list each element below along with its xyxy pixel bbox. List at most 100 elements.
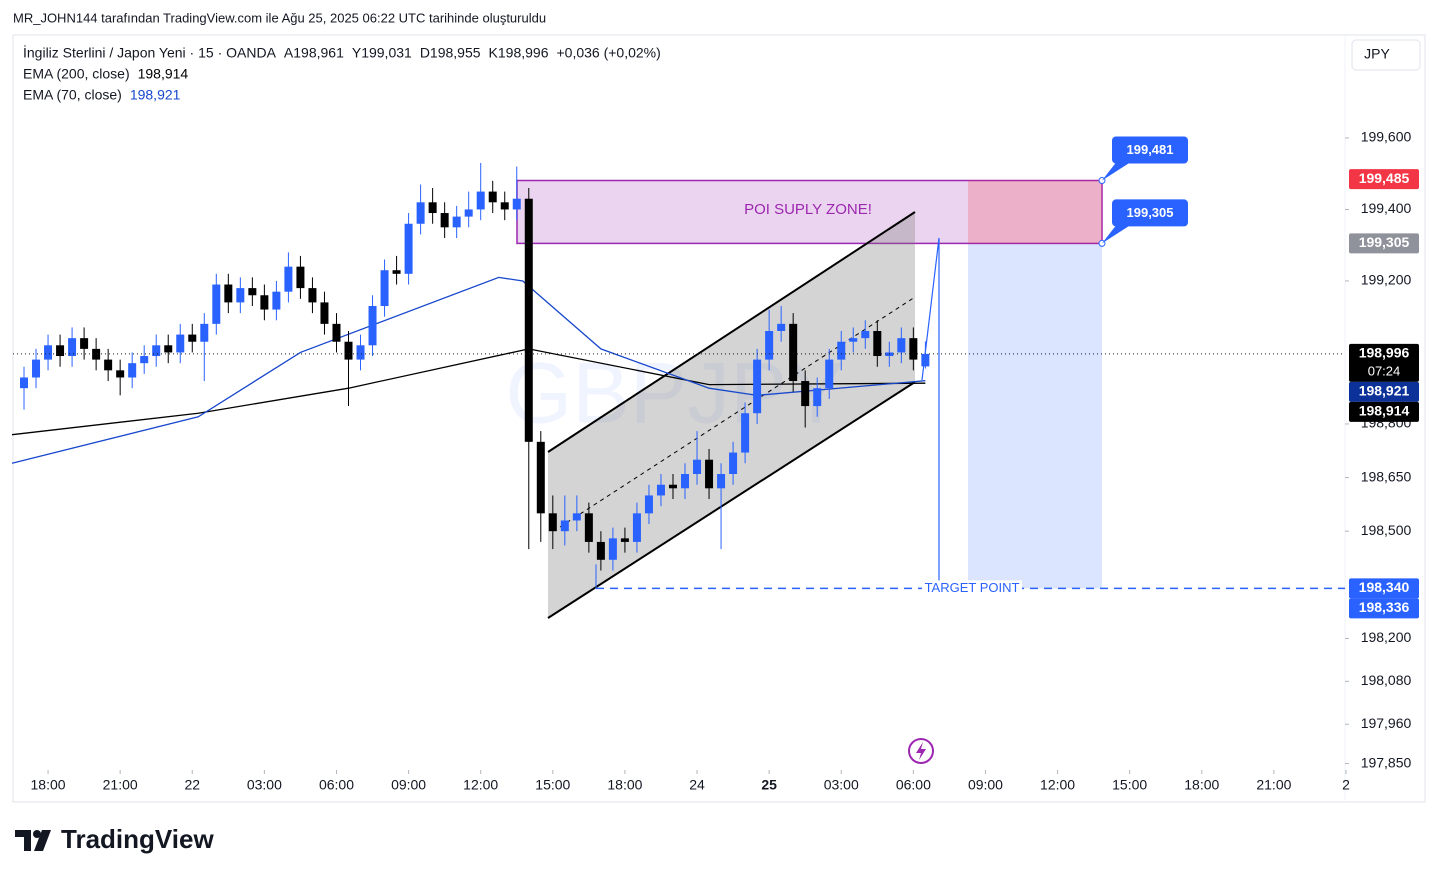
candle-body: [320, 302, 329, 324]
callout-label: 199,305: [1127, 205, 1174, 220]
x-tick-label: 21:00: [1256, 777, 1291, 793]
candle-body: [693, 459, 702, 474]
candle-body: [332, 323, 341, 342]
candle-body: [909, 338, 918, 360]
candle-body: [440, 213, 449, 228]
callout: [1102, 162, 1130, 181]
candle-body: [20, 377, 29, 389]
candle-body: [729, 452, 738, 474]
x-tick-label: 15:00: [535, 777, 570, 793]
candle-body: [813, 388, 822, 407]
brand: TradingView: [61, 824, 214, 854]
candle-body: [32, 359, 41, 378]
candle-body: [56, 345, 65, 357]
candle-body: [777, 323, 786, 332]
indicator-name: EMA (200, close): [23, 66, 130, 82]
y-tick-label: 199,600: [1361, 129, 1412, 145]
y-tick-label: 199,200: [1361, 272, 1412, 288]
target-label-bg: [922, 580, 1022, 597]
callout: [1112, 136, 1188, 164]
brand-logo: TradingView: [15, 824, 214, 854]
zone-label: POI SUPLY ZONE!: [744, 201, 872, 218]
candle-body: [753, 359, 762, 414]
candle-body: [164, 345, 173, 353]
candle-body: [560, 520, 569, 532]
candle-body: [608, 538, 617, 560]
candle-body: [488, 191, 497, 203]
candle-body: [921, 353, 930, 367]
y-tick-label: 199,400: [1361, 200, 1412, 216]
candle-body: [392, 270, 401, 274]
candle-body: [368, 305, 377, 346]
candle-body: [837, 341, 846, 360]
x-tick-label: 24: [689, 777, 705, 793]
plot: GBPJPY199,600199,400199,200198,800198,65…: [11, 129, 1419, 793]
candle-body: [104, 359, 113, 371]
candle-body: [188, 334, 197, 342]
candle-body: [632, 513, 641, 542]
candle-body: [224, 284, 233, 303]
x-tick-label: 03:00: [824, 777, 859, 793]
chart-frame: [12, 34, 1426, 803]
x-tick-label: 15:00: [1112, 777, 1147, 793]
credit: MR_JOHN144 tarafından TradingView.com il…: [13, 10, 546, 25]
candle-body: [176, 334, 185, 353]
candle-body: [272, 291, 281, 310]
candle-body: [620, 538, 629, 542]
candle-body: [789, 323, 798, 382]
price-badge: [1349, 401, 1419, 422]
candle-body: [44, 345, 53, 360]
x-tick-label: 03:00: [247, 777, 282, 793]
channel-top: [547, 211, 916, 453]
alert-icon[interactable]: [908, 738, 934, 764]
candle-body: [765, 331, 774, 360]
candle-body: [596, 541, 605, 560]
candle-body: [656, 484, 665, 496]
currency-button[interactable]: [1351, 39, 1421, 71]
candle-body: [248, 288, 257, 296]
price-badge: [1349, 169, 1419, 190]
candle-body: [140, 356, 149, 364]
price-badge-label: 198,921: [1359, 383, 1410, 399]
target-label: TARGET POINT: [925, 580, 1020, 595]
candle-body: [825, 359, 834, 389]
currency[interactable]: JPY: [1364, 46, 1390, 62]
callout: [1102, 225, 1130, 244]
candle-body: [116, 370, 125, 378]
candle-body: [128, 363, 137, 378]
candle-body: [152, 345, 161, 357]
legend-item: İngiliz Sterlini / Japon Yeni · 15 · OAN…: [23, 44, 277, 61]
candle-body: [861, 331, 870, 339]
candle-body: [296, 266, 305, 289]
price-badge-label: 199,305: [1359, 234, 1410, 250]
x-tick-label: 09:00: [391, 777, 426, 793]
target-box: [968, 243, 1102, 589]
candle-body: [236, 288, 245, 303]
candle-body: [92, 348, 101, 360]
candle-body: [80, 338, 89, 349]
candle-body: [524, 198, 533, 442]
x-tick-label: 22: [184, 777, 200, 793]
price-badge-label: 198,336: [1359, 599, 1410, 615]
candle-body: [548, 513, 557, 532]
candle-body: [512, 198, 521, 210]
candle-body: [741, 413, 750, 453]
candle-body: [668, 484, 677, 489]
candle-body: [344, 341, 353, 360]
candle-body: [284, 266, 293, 292]
y-tick-label: 198,650: [1361, 468, 1412, 484]
x-tick-label: 25: [761, 777, 777, 793]
legend-item: K198,996: [489, 45, 549, 61]
x-tick-label: 21:00: [103, 777, 138, 793]
price-badge-label: 199,485: [1359, 170, 1410, 186]
x-tick-label: 18:00: [1184, 777, 1219, 793]
candle-body: [681, 473, 690, 489]
candle-body: [380, 270, 389, 306]
candle-body: [705, 459, 714, 489]
candle-body: [500, 202, 509, 210]
x-tick-label: 2: [1342, 777, 1350, 793]
candle-body: [260, 295, 269, 310]
price-badge: [1349, 578, 1419, 599]
price-badge: [1349, 233, 1419, 254]
